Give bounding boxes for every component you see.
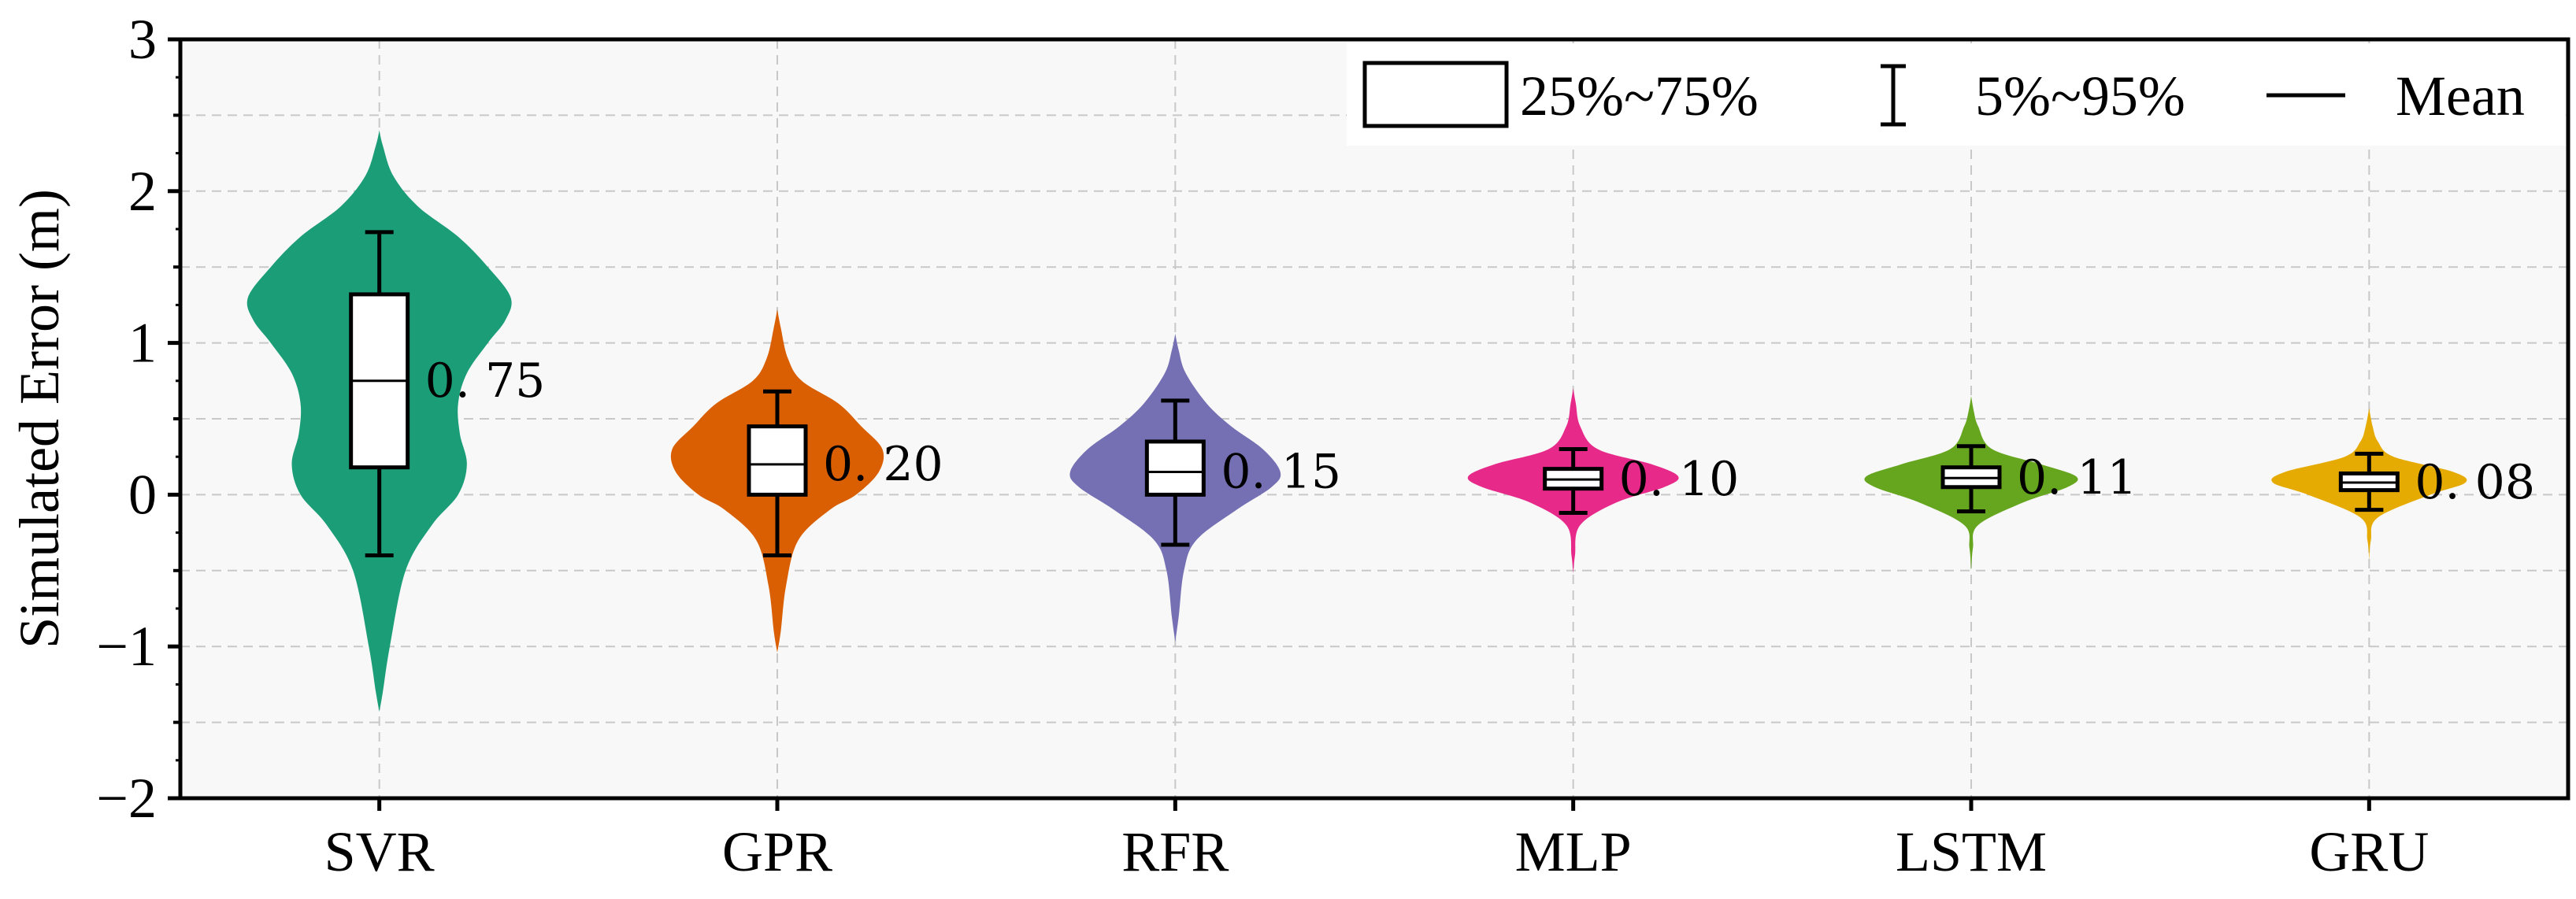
- mean-label: 0. 11: [2017, 450, 2137, 505]
- x-tick-label: MLP: [1515, 820, 1632, 883]
- y-tick-label: 0: [128, 463, 157, 526]
- iqr-box: [747, 424, 808, 497]
- mean-label: 0. 15: [1221, 444, 1341, 499]
- x-tick-label: GPR: [722, 820, 832, 883]
- y-tick-label: −1: [96, 615, 157, 678]
- axes: −2 −1 0 1 2 3 SVR GPR RFR MLP LSTM GRU: [96, 8, 2429, 883]
- y-axis-title: Simulated Error (m): [8, 189, 71, 649]
- mean-label: 0. 20: [823, 437, 943, 492]
- x-tick-label: LSTM: [1896, 820, 2047, 883]
- box-plots: 0. 75 0. 20 0. 15 0. 10 0. 11 0. 08: [349, 230, 2535, 558]
- legend-label-mean: Mean: [2396, 65, 2525, 128]
- y-tick-label: 3: [128, 8, 157, 71]
- legend-label-whisker: 5%~95%: [1975, 65, 2185, 128]
- mean-label: 0. 08: [2415, 455, 2535, 510]
- mean-label: 0. 10: [1619, 452, 1740, 507]
- y-tick-label: −2: [96, 767, 157, 830]
- legend-box-icon: [1362, 61, 1509, 128]
- mean-label: 0. 75: [425, 353, 546, 409]
- legend: 25%~75% 5%~95% Mean: [1347, 43, 2566, 146]
- iqr-box: [1144, 439, 1206, 497]
- grid-lines: [180, 39, 2568, 798]
- x-tick-label: RFR: [1121, 820, 1229, 883]
- y-tick-label: 1: [128, 312, 157, 375]
- y-tick-label: 2: [128, 160, 157, 223]
- x-tick-label: SVR: [324, 820, 435, 883]
- legend-label-box: 25%~75%: [1520, 65, 1759, 128]
- legend-background: [1347, 43, 2566, 146]
- plot-background: [180, 39, 2568, 798]
- x-tick-label: GRU: [2309, 820, 2429, 883]
- plot-frame: [178, 37, 2570, 801]
- legend-whisker-icon: [1881, 64, 1906, 127]
